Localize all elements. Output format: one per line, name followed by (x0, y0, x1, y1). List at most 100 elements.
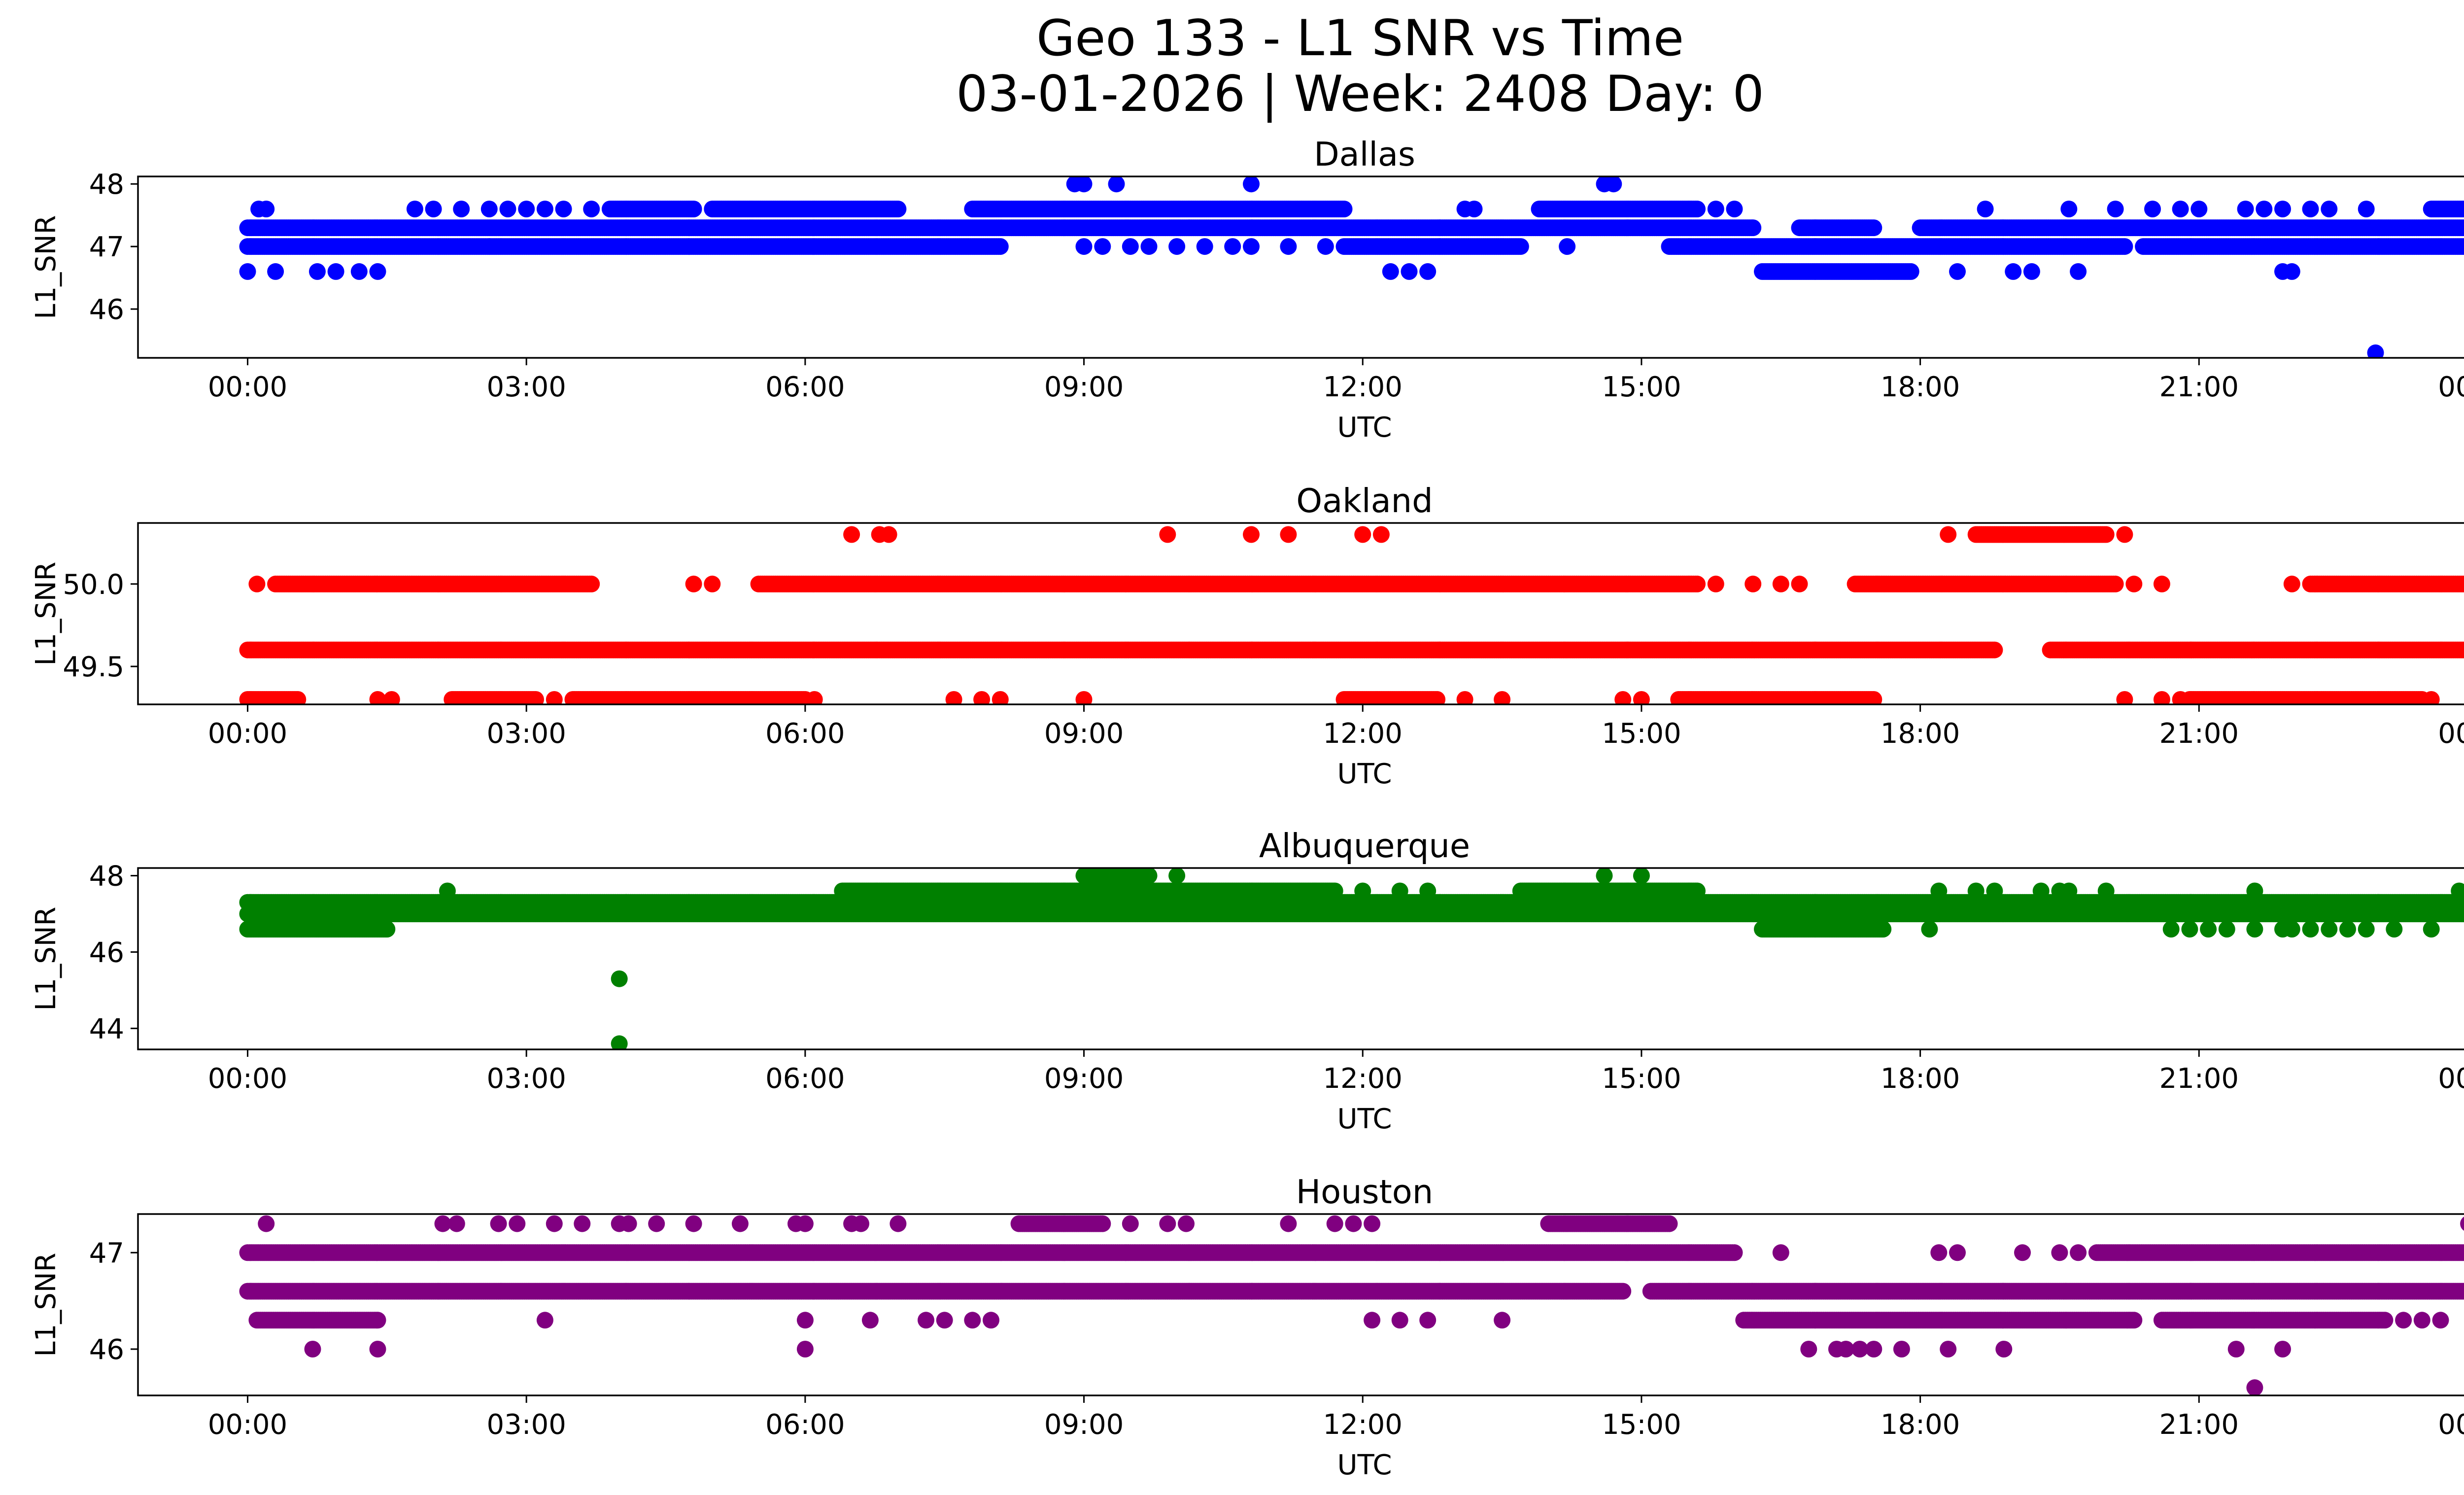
data-point (2283, 263, 2300, 280)
figure-title-line1: Geo 133 - L1 SNR vs Time (1036, 9, 1684, 67)
subplot-title: Oakland (1296, 482, 1433, 520)
x-tick-label: 00:00 (208, 371, 287, 403)
data-point (2190, 201, 2208, 217)
data-point (2005, 263, 2022, 280)
x-tick-label: 09:00 (1044, 371, 1124, 403)
x-tick-label: 15:00 (1602, 371, 1681, 403)
data-point (2367, 344, 2384, 358)
data-point (2144, 201, 2161, 217)
x-tick-label: 06:00 (765, 371, 845, 403)
data-point (1949, 263, 1966, 280)
y-axis-label: L1_SNR (30, 561, 62, 665)
data-point (1140, 238, 1158, 255)
data-point (258, 201, 275, 217)
y-axis-label: L1_SNR (30, 215, 62, 319)
data-point (1075, 176, 1093, 193)
data-point (1466, 201, 1483, 217)
data-points (239, 526, 2464, 704)
data-point (480, 201, 498, 217)
data-point (2460, 239, 2464, 254)
data-point (2070, 263, 2087, 280)
data-point (406, 201, 423, 217)
data-point (518, 201, 535, 217)
data-point (1382, 263, 1399, 280)
data-point (2172, 201, 2189, 217)
data-point (2060, 201, 2078, 217)
data-points (239, 176, 2464, 358)
data-point (1075, 238, 1093, 255)
data-point (1243, 238, 1260, 255)
data-point (2321, 201, 2338, 217)
data-point (453, 201, 470, 217)
subplot-oakland: Oakland UTC L1_SNR 00:00 03:00 06:00 09:00 1… (30, 482, 2464, 790)
data-point (1335, 201, 1353, 217)
x-axis-label: UTC (1337, 758, 1392, 790)
data-point (499, 201, 516, 217)
data-point (2462, 222, 2464, 234)
axes-frame (137, 175, 2464, 359)
x-tick-label: 12:00 (1323, 371, 1403, 403)
data-point (2462, 644, 2464, 656)
data-point (2107, 575, 2124, 592)
x-tick-label: 00:00 (2438, 371, 2464, 403)
x-tick-label: 18:00 (1881, 371, 1960, 403)
data-point (1419, 263, 1437, 280)
data-point (1689, 575, 1706, 592)
data-point (1168, 238, 1186, 255)
data-point (890, 201, 907, 217)
data-point (583, 201, 600, 217)
data-point (2256, 201, 2273, 217)
data-point (583, 575, 600, 592)
data-point (425, 201, 442, 217)
data-point (1401, 263, 1418, 280)
data-point (327, 263, 344, 280)
y-tick-label: 46 (89, 294, 124, 326)
y-tick-label: 47 (89, 231, 124, 263)
y-tick-label: 48 (89, 169, 124, 201)
x-tick-label: 03:00 (486, 371, 566, 403)
data-point (536, 201, 553, 217)
data-point (1605, 176, 1622, 193)
data-point (527, 691, 544, 704)
data-point (239, 263, 256, 280)
data-point (1317, 238, 1334, 255)
data-point (1196, 238, 1213, 255)
data-point (2462, 578, 2464, 590)
data-point (1865, 219, 1882, 237)
data-point (1512, 238, 1529, 255)
x-tick-label: 21:00 (2159, 371, 2239, 403)
data-point (1094, 238, 1111, 255)
subplot-title: Dallas (1314, 135, 1415, 174)
data-point (1902, 263, 1919, 280)
x-axis-label: UTC (1337, 412, 1392, 444)
data-point (1108, 176, 1125, 193)
subplot-dallas: Dallas UTC L1_SNR 00:00 03:00 06:00 09:00 12… (30, 135, 2464, 444)
data-point (2237, 201, 2254, 217)
data-point (685, 201, 702, 217)
data-point (1745, 219, 1762, 237)
data-point (1280, 238, 1297, 255)
data-point (2274, 201, 2291, 217)
data-point (350, 263, 368, 280)
data-point (369, 263, 386, 280)
data-point (1559, 238, 1576, 255)
data-point (2023, 263, 2040, 280)
data-point (555, 201, 572, 217)
data-point (2462, 203, 2464, 215)
data-point (1707, 201, 1724, 217)
data-point (2358, 201, 2375, 217)
data-point (2302, 201, 2319, 217)
data-point (1122, 238, 1139, 255)
data-point (2107, 201, 2124, 217)
data-point (267, 263, 284, 280)
figure-title-line2: 03-01-2026 | Week: 2408 Day: 0 (956, 65, 1764, 123)
data-point (2116, 238, 2133, 255)
data-point (308, 263, 326, 280)
data-point (1224, 238, 1241, 255)
data-point (1977, 201, 1994, 217)
data-point (1689, 201, 1706, 217)
data-point (1986, 641, 2003, 659)
data-point (992, 238, 1009, 255)
data-point (1243, 176, 1260, 193)
